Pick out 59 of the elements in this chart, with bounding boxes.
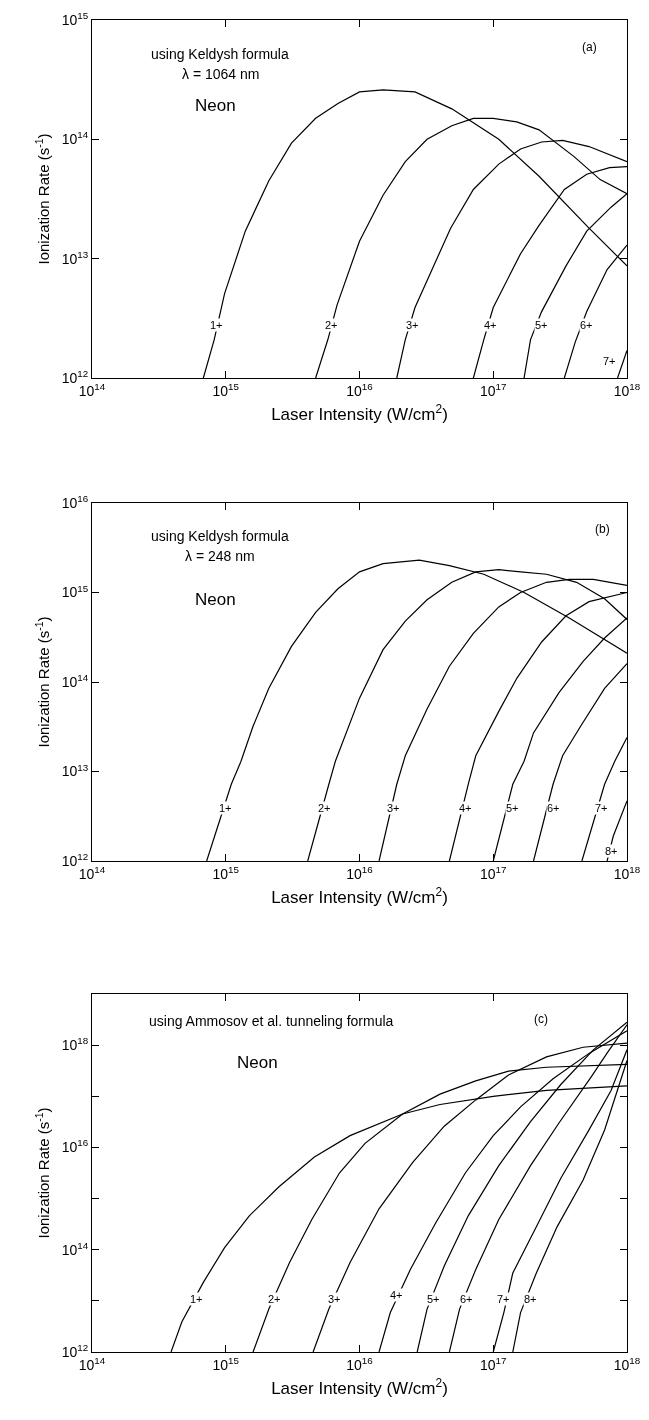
annotation: 3+ [387, 802, 400, 814]
x-tick-label: 10$^{17}$ [480, 863, 507, 882]
y-tick-label: 10$^{14}$ [61, 129, 89, 148]
x-tick-label: 10$^{16}$ [346, 863, 374, 882]
annotation: 8+ [524, 1293, 537, 1305]
annotation: using Keldysh formula [151, 528, 289, 544]
x-tick-label: 10$^{17}$ [480, 380, 507, 399]
annotation: 4+ [459, 802, 472, 814]
annotation: 8+ [605, 845, 618, 857]
y-tick-label: 10$^{14}$ [61, 672, 89, 690]
annotation: 7+ [497, 1293, 510, 1305]
annotation: (a) [582, 40, 597, 54]
annotation: 6+ [460, 1293, 473, 1305]
x-tick-label: 10$^{15}$ [212, 1354, 240, 1373]
x-tick-label: 10$^{16}$ [346, 380, 374, 399]
y-tick-label: 10$^{15}$ [61, 10, 89, 28]
annotation: 1+ [219, 802, 232, 814]
annotation: 2+ [325, 319, 338, 331]
annotation: using Keldysh formula [151, 46, 289, 62]
x-tick-label: 10$^{18}$ [613, 380, 641, 399]
annotation: 3+ [406, 319, 419, 331]
x-tick-label: 10$^{18}$ [613, 863, 641, 882]
annotation: Neon [195, 96, 236, 115]
x-axis-title: Laser Intensity (W/cm$^{2}$) [271, 402, 448, 425]
x-tick-label: 10$^{15}$ [212, 863, 240, 882]
annotation: 1+ [190, 1293, 203, 1305]
annotation: 4+ [390, 1289, 403, 1301]
annotation: (b) [595, 522, 610, 536]
annotation: 7+ [595, 802, 608, 814]
y-tick-label: 10$^{13}$ [61, 761, 89, 780]
annotation: 7+ [603, 355, 616, 367]
annotation: Neon [237, 1053, 278, 1072]
x-tick-label: 10$^{16}$ [346, 1354, 374, 1373]
y-tick-label: 10$^{16}$ [61, 493, 89, 511]
annotation: using Ammosov et al. tunneling formula [149, 1013, 394, 1029]
annotation: (c) [534, 1012, 548, 1026]
y-tick-label: 10$^{16}$ [61, 1137, 89, 1156]
y-tick-label: 10$^{15}$ [61, 582, 89, 601]
annotation: 2+ [318, 802, 331, 814]
y-tick-label: 10$^{13}$ [61, 248, 89, 267]
annotation: 5+ [427, 1293, 440, 1305]
annotation: λ = 1064 nm [182, 66, 260, 82]
annotation: 5+ [506, 802, 519, 814]
annotation: 4+ [484, 319, 497, 331]
x-axis-title: Laser Intensity (W/cm$^{2}$) [271, 885, 448, 908]
x-tick-label: 10$^{17}$ [480, 1354, 507, 1373]
x-tick-label: 10$^{18}$ [613, 1354, 641, 1373]
annotation: 5+ [535, 319, 548, 331]
y-tick-label: 10$^{14}$ [61, 1239, 89, 1258]
annotation: 2+ [268, 1293, 281, 1305]
x-tick-label: 10$^{15}$ [212, 380, 240, 399]
annotation: λ = 248 nm [185, 548, 255, 564]
annotation: Neon [195, 590, 236, 609]
annotation: 6+ [580, 319, 593, 331]
annotation: 3+ [328, 1293, 341, 1305]
x-axis-title: Laser Intensity (W/cm$^{2}$) [271, 1376, 448, 1399]
annotation: 6+ [547, 802, 560, 814]
y-tick-label: 10$^{18}$ [61, 1035, 89, 1054]
annotation: 1+ [210, 319, 223, 331]
